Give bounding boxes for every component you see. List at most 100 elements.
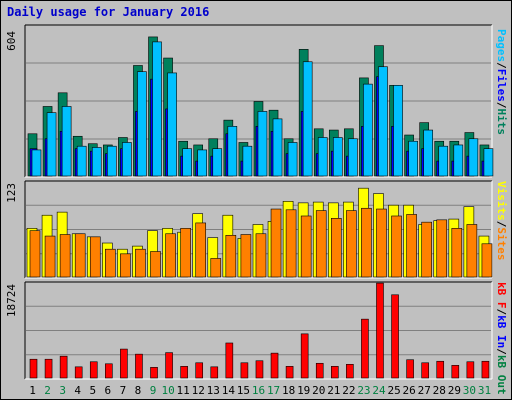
hits_files_pages-bar-pages [287,142,298,177]
kbytes-legend-part: / [495,348,508,355]
hits_files_pages-legend-part: / [495,62,508,69]
hits_files_pages-bar-pages [332,137,343,177]
visits_sites-bar-sites [89,236,101,278]
kbytes-legend-part: kB F [495,282,508,309]
day-tick-label: 21 [327,384,340,397]
kbytes-bar-kb-f [165,352,173,379]
kbytes-legend: kB F/kB In/kB Out [495,282,508,395]
visits_sites-legend-part: / [495,221,508,228]
hits_files_pages-legend-part: Files [495,69,508,102]
hits_files_pages-bar-pages [122,142,132,177]
kbytes-bar-kb-f [376,282,384,379]
hits_files_pages-bar-pages [423,129,433,177]
kbytes-bar-kb-f [195,362,204,379]
kbytes-legend-part: kB Out [495,355,508,395]
day-tick-label: 6 [105,384,112,397]
kbytes-bar-kb-f [150,367,158,379]
visits_sites-bar-sites [225,234,237,278]
visits_sites-bar-sites [180,228,191,278]
visits_sites-bar-sites [436,219,448,278]
kbytes-bar-kb-f [346,364,354,379]
kbytes-bar-kb-f [436,360,445,379]
visits_sites-bar-sites [74,233,86,278]
hits_files_pages-bar-pages [317,137,328,177]
visits_sites-bar-sites [150,251,161,278]
hits_files_pages-bar-pages [408,140,418,177]
hits_files_pages-bar-pages [182,148,192,177]
day-tick-label: 12 [192,384,205,397]
visits_sites-legend-part: Visits [495,181,508,221]
hits_files_pages-bar-pages [227,126,238,177]
day-tick-label: 25 [387,384,400,397]
visits_sites-bar-sites [361,207,372,278]
day-tick-label: 1 [29,384,36,397]
visits_sites-bar-sites [44,235,56,278]
day-tick-label: 26 [403,384,416,397]
visits_sites-bar-sites [255,233,267,278]
visits_sites-legend-part: Sites [495,227,508,260]
hits_files_pages-bar-pages [107,145,117,177]
visits_sites-bar-sites [421,221,432,278]
visits_sites-bar-sites [330,218,342,278]
hits_files_pages-bar-pages [137,71,147,177]
kbytes-bar-kb-f [391,294,399,379]
visits_sites-legend: Visits/Sites [495,181,508,261]
day-tick-label: 17 [267,384,280,397]
kbytes-bar-kb-f [59,355,68,379]
day-tick-label: 28 [433,384,446,397]
hits_files_pages-bar-pages [31,149,42,177]
kbytes-bar-kb-f [330,366,339,379]
hits_files_pages-bar-pages [483,148,494,177]
hits_files_pages-bar-pages [468,138,479,177]
kbytes-legend-part: / [495,309,508,316]
visits_sites-bar-sites [406,214,417,278]
day-tick-label: 13 [207,384,220,397]
day-tick-label: 15 [237,384,250,397]
day-tick-label: 29 [448,384,461,397]
hits_files_pages-bar-pages [378,66,388,177]
visits_sites-bar-sites [285,209,297,278]
visits_sites-bar-sites [195,222,207,278]
visits_sites-bar-sites [59,234,71,278]
hits_files_pages-legend-part: Pages [495,29,508,62]
visits_sites-bar-sites [210,258,222,278]
visits_sites-bar-sites [300,215,312,278]
hits_files_pages-bar-pages [167,72,177,177]
hits_files_pages-bar-pages [348,138,358,177]
hits_files_pages-legend-part: Hits [495,109,508,136]
kbytes-bar-kb-f [481,360,490,379]
day-tick-label: 30 [463,384,476,397]
hits_files_pages-ymax-label: 604 [5,31,18,51]
visits_sites-bar-sites [315,210,327,278]
day-tick-label: 2 [44,384,51,397]
kbytes-bar-kb-f [406,359,414,379]
day-tick-label: 11 [177,384,190,397]
kbytes-bar-kb-f [105,363,113,379]
kbytes-bar-kb-f [270,352,279,379]
kbytes-bar-kb-f [315,362,324,379]
kbytes-bar-kb-f [29,358,38,379]
visits_sites-bar-sites [135,248,146,278]
hits_files_pages-bar-pages [212,148,223,177]
hits_files_pages-bar-pages [242,145,253,177]
hits_files_pages-bar-pages [453,144,464,177]
day-tick-label: 31 [478,384,491,397]
day-tick-label: 20 [312,384,325,397]
visits_sites-bar-sites [481,243,493,278]
kbytes-bar-kb-f [285,366,294,379]
day-tick-label: 22 [342,384,355,397]
kbytes-bar-kb-f [225,342,234,379]
day-tick-label: 7 [120,384,127,397]
kbytes-bar-kb-f [74,366,83,379]
hits_files_pages-bar-pages [302,61,313,177]
visits_sites-bar-sites [120,253,131,278]
visits_sites-bar-sites [451,228,463,278]
visits_sites-bar-sites [346,210,357,278]
visits_sites-bar-sites [391,215,402,278]
day-tick-label: 14 [222,384,236,397]
visits_sites-bar-sites [165,233,176,278]
day-tick-label: 10 [161,384,174,397]
hits_files_pages-bar-pages [152,41,162,177]
